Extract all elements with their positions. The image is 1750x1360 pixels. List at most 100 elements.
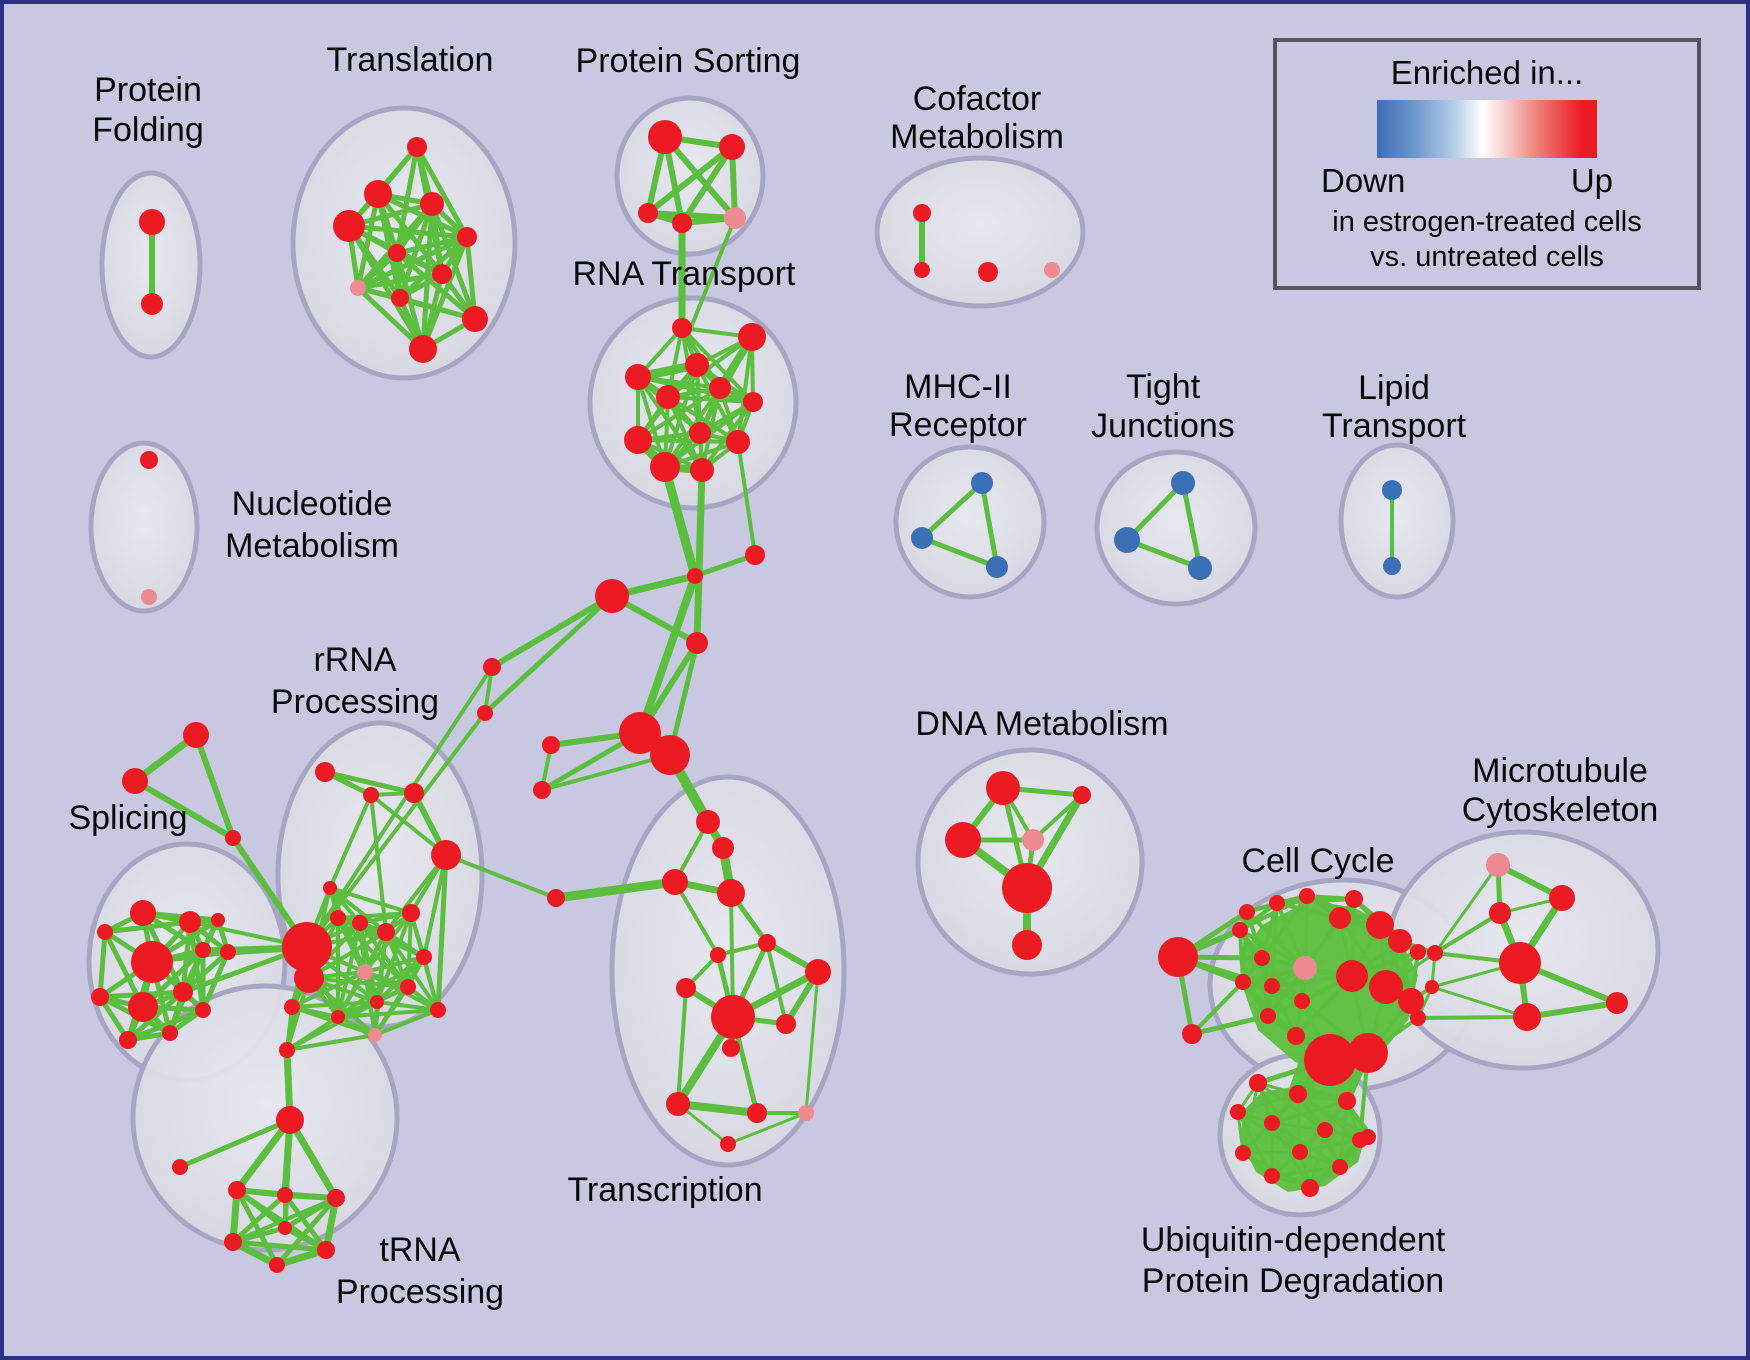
gene-set-node-microtubule-cytoskeleton	[1486, 853, 1510, 877]
inter-cluster-edge	[1433, 911, 1502, 955]
cluster-label-dna-metabolism: DNA Metabolism	[915, 705, 1168, 743]
edge-trna-processing	[286, 1116, 340, 1202]
edge-cell-cycle	[1260, 894, 1309, 960]
cluster-label-trna-processing: Processing	[336, 1273, 504, 1311]
gene-set-node-cell-cycle	[1345, 890, 1363, 908]
gene-set-node-cell-cycle	[1304, 1034, 1356, 1086]
cluster-ellipse-mhc-ii-receptor	[893, 444, 1047, 600]
edge-rna-transport	[636, 375, 704, 472]
gene-set-node-cell-cycle	[1287, 1027, 1305, 1045]
cluster-label-microtubule-cytoskeleton: Microtubule	[1472, 752, 1648, 790]
edge-microtubule-cytoskeleton	[1524, 1000, 1620, 1020]
gene-set-node-cell-cycle	[1158, 937, 1198, 977]
edge-rrna-processing	[422, 955, 440, 1012]
gene-set-node-splicing	[220, 944, 236, 960]
gene-set-node-transcription	[547, 889, 565, 907]
gene-set-node-ubiquitin-degradation	[1264, 1115, 1280, 1131]
gene-set-node-rna-transport	[625, 364, 651, 390]
edge-ubiquitin-degradation	[1241, 1150, 1302, 1155]
cluster-label-mhc-ii-receptor: MHC-II	[904, 368, 1012, 406]
gene-set-node-cell-cycle	[1235, 974, 1251, 990]
gene-set-node-rna-transport	[738, 323, 766, 351]
gene-set-node-cell-cycle	[1269, 895, 1285, 911]
gene-set-node-transcription	[666, 1092, 690, 1116]
gene-set-node-connector-chain	[542, 736, 560, 754]
gene-set-node-splicing	[119, 1031, 137, 1049]
gene-set-node-rna-transport	[689, 422, 711, 444]
gene-set-node-cell-cycle	[1232, 922, 1248, 938]
gene-set-node-rrna-processing	[368, 1028, 382, 1042]
edge-splicing	[102, 919, 193, 935]
edge-trna-processing	[282, 1192, 329, 1253]
gene-set-node-splicing	[211, 913, 225, 927]
gene-set-node-dna-metabolism	[1073, 786, 1091, 804]
gene-set-node-rna-transport	[726, 430, 750, 454]
gene-set-node-ubiquitin-degradation	[1338, 1092, 1356, 1110]
gene-set-node-cell-cycle	[1182, 1024, 1202, 1044]
cluster-label-translation: Translation	[327, 41, 494, 79]
gene-set-node-rrna-processing	[400, 979, 416, 995]
gene-set-node-cell-cycle	[1239, 904, 1255, 920]
gene-set-node-cell-cycle	[1264, 978, 1280, 994]
edge-splicing-triangle	[132, 778, 236, 841]
gene-set-node-rrna-processing	[402, 904, 420, 922]
edge-rrna-processing	[328, 793, 373, 890]
gene-set-node-transcription	[798, 1105, 814, 1121]
gene-set-node-rrna-processing	[294, 963, 324, 993]
gene-set-node-bridge-nodes	[1425, 980, 1439, 994]
gene-set-node-cell-cycle	[1293, 956, 1317, 980]
cluster-label-ubiquitin-degradation: Protein Degradation	[1142, 1262, 1444, 1300]
cluster-label-lipid-transport: Transport	[1322, 407, 1467, 445]
edge-rna-transport	[636, 375, 755, 404]
nodes	[91, 120, 1628, 1273]
cluster-label-ubiquitin-degradation: Ubiquitin-dependent	[1141, 1221, 1446, 1259]
edge-rna-transport	[700, 400, 755, 472]
legend-title: Enriched in...	[1390, 54, 1584, 91]
gene-set-node-ubiquitin-degradation	[1360, 1129, 1376, 1145]
cluster-label-splicing: Splicing	[68, 799, 187, 837]
edge-connector-chain	[636, 572, 699, 737]
edge-translation	[346, 223, 426, 352]
gene-set-node-rna-transport	[743, 392, 763, 412]
gene-set-node-protein-sorting	[672, 213, 692, 233]
edge-rrna-processing	[363, 911, 413, 974]
edge-ubiquitin-degradation	[1236, 1110, 1302, 1154]
gene-set-node-trna-processing	[172, 1159, 188, 1175]
edge-splicing-triangle	[193, 732, 236, 841]
gene-set-node-dna-metabolism	[986, 771, 1020, 805]
cluster-label-nucleotide-metabolism: Nucleotide	[232, 485, 393, 523]
gene-set-node-transcription	[711, 995, 755, 1039]
edge-rrna-processing	[290, 1000, 379, 1009]
gene-set-node-translation	[462, 306, 488, 332]
edge-rrna-processing	[435, 852, 449, 1013]
edge-translation	[464, 234, 478, 322]
inter-cluster-edge	[305, 665, 494, 949]
gene-set-node-trna-processing	[327, 1189, 345, 1207]
gene-set-node-protein-folding	[141, 293, 163, 315]
edge-splicing	[97, 929, 108, 1000]
gene-set-node-transcription	[712, 837, 734, 859]
gene-set-node-cell-cycle	[1369, 970, 1403, 1004]
legend-subtitle-line1: in estrogen-treated cells	[1332, 206, 1642, 238]
gene-set-node-splicing-triangle	[225, 830, 241, 846]
gene-set-node-bridge-nodes	[1427, 945, 1443, 961]
cluster-label-protein-folding: Folding	[92, 111, 204, 149]
cluster-ellipse-nucleotide-metabolism	[88, 440, 200, 614]
gene-set-node-cell-cycle	[1254, 950, 1270, 966]
edge-translation	[355, 191, 381, 291]
gene-set-node-rna-transport	[650, 452, 680, 482]
gene-set-node-trna-processing	[277, 1187, 293, 1203]
gene-set-node-tight-junctions	[1114, 527, 1140, 553]
gene-set-node-splicing-triangle	[122, 768, 148, 794]
gene-set-node-tight-junctions	[1171, 471, 1195, 495]
cluster-label-cofactor-metabolism: Metabolism	[890, 118, 1064, 156]
gene-set-node-connector-chain	[619, 712, 661, 754]
gene-set-node-rrna-processing	[284, 999, 300, 1015]
gene-set-node-cell-cycle	[1398, 988, 1424, 1014]
gene-set-node-splicing	[162, 1025, 178, 1041]
gene-set-node-cofactor-metabolism	[978, 262, 998, 282]
edge-mhc-ii-receptor	[919, 480, 985, 541]
edge-rrna-processing	[336, 955, 426, 1019]
